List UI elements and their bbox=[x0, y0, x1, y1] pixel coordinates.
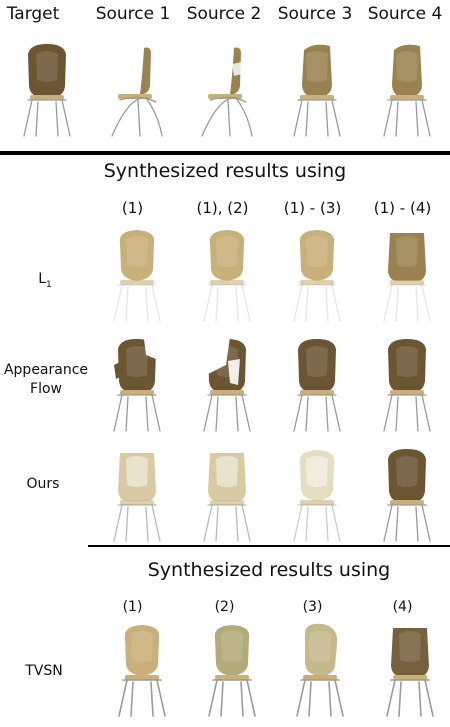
section-divider-bottom bbox=[88, 545, 450, 547]
image-source-1 bbox=[100, 40, 174, 140]
image-af-col3 bbox=[280, 335, 354, 435]
section2-col-4: (4) bbox=[392, 599, 413, 615]
section1-col-2: (1), (2) bbox=[196, 199, 249, 217]
chair-illustration bbox=[293, 44, 341, 137]
chair-illustration bbox=[293, 230, 341, 322]
chair-illustration bbox=[208, 625, 256, 717]
row-label-appearance: Appearance bbox=[3, 362, 89, 378]
row-label-l1-sub: 1 bbox=[46, 279, 52, 290]
chair-illustration bbox=[113, 230, 161, 322]
chair-illustration bbox=[113, 337, 161, 432]
image-af-col2 bbox=[190, 335, 264, 435]
image-af-col1 bbox=[100, 335, 174, 435]
image-tvsn-col1 bbox=[105, 620, 179, 720]
image-source-3 bbox=[280, 40, 354, 140]
chair-illustration bbox=[113, 453, 161, 542]
row-label-appearance-flow: Appearance Flow bbox=[0, 361, 92, 399]
section1-title: Synthesized results using bbox=[103, 160, 347, 182]
row-label-l1: L1 bbox=[0, 270, 90, 295]
chair-illustration bbox=[201, 47, 253, 137]
chair-illustration bbox=[296, 623, 344, 717]
section2-col-1: (1) bbox=[122, 599, 143, 615]
image-ours-col1 bbox=[100, 445, 174, 545]
row-label-l1-text: L bbox=[38, 271, 47, 287]
image-tvsn-col2 bbox=[195, 620, 269, 720]
image-target bbox=[10, 40, 84, 140]
section1-col-3: (1) - (3) bbox=[283, 199, 342, 217]
section1-col-1: (1) bbox=[121, 199, 144, 217]
header-source-2: Source 2 bbox=[186, 4, 262, 24]
chair-illustration bbox=[203, 230, 251, 322]
chair-illustration bbox=[293, 450, 341, 542]
section-divider-top bbox=[0, 151, 450, 155]
section2-title: Synthesized results using bbox=[147, 559, 391, 581]
chair-illustration bbox=[118, 625, 166, 717]
chair-illustration bbox=[111, 47, 163, 137]
image-af-col4 bbox=[370, 335, 444, 435]
row-label-flow: Flow bbox=[30, 381, 62, 397]
chair-illustration bbox=[383, 449, 431, 542]
chair-illustration bbox=[203, 453, 251, 542]
section1-col-4: (1) - (4) bbox=[373, 199, 432, 217]
chair-illustration bbox=[203, 337, 251, 432]
chair-illustration bbox=[383, 44, 431, 137]
image-source-4 bbox=[370, 40, 444, 140]
section2-col-3: (3) bbox=[302, 599, 323, 615]
image-l1-col1 bbox=[100, 225, 174, 325]
image-ours-col3 bbox=[280, 445, 354, 545]
chair-illustration bbox=[383, 339, 431, 432]
image-tvsn-col3 bbox=[283, 620, 357, 720]
header-target: Target bbox=[6, 4, 60, 24]
chair-illustration bbox=[293, 339, 341, 432]
row-label-tvsn: TVSN bbox=[25, 663, 63, 679]
image-l1-col4 bbox=[370, 225, 444, 325]
chair-illustration bbox=[23, 44, 71, 137]
image-ours-col2 bbox=[190, 445, 264, 545]
chair-illustration bbox=[386, 628, 434, 717]
row-label-ours: Ours bbox=[26, 476, 60, 492]
section2-col-2: (2) bbox=[214, 599, 235, 615]
image-tvsn-col4 bbox=[373, 620, 447, 720]
image-source-2 bbox=[190, 40, 264, 140]
chair-illustration bbox=[383, 233, 431, 322]
header-source-3: Source 3 bbox=[277, 4, 353, 24]
image-ours-col4 bbox=[370, 445, 444, 545]
image-l1-col3 bbox=[280, 225, 354, 325]
image-l1-col2 bbox=[190, 225, 264, 325]
header-source-1: Source 1 bbox=[95, 4, 171, 24]
header-source-4: Source 4 bbox=[367, 4, 443, 24]
